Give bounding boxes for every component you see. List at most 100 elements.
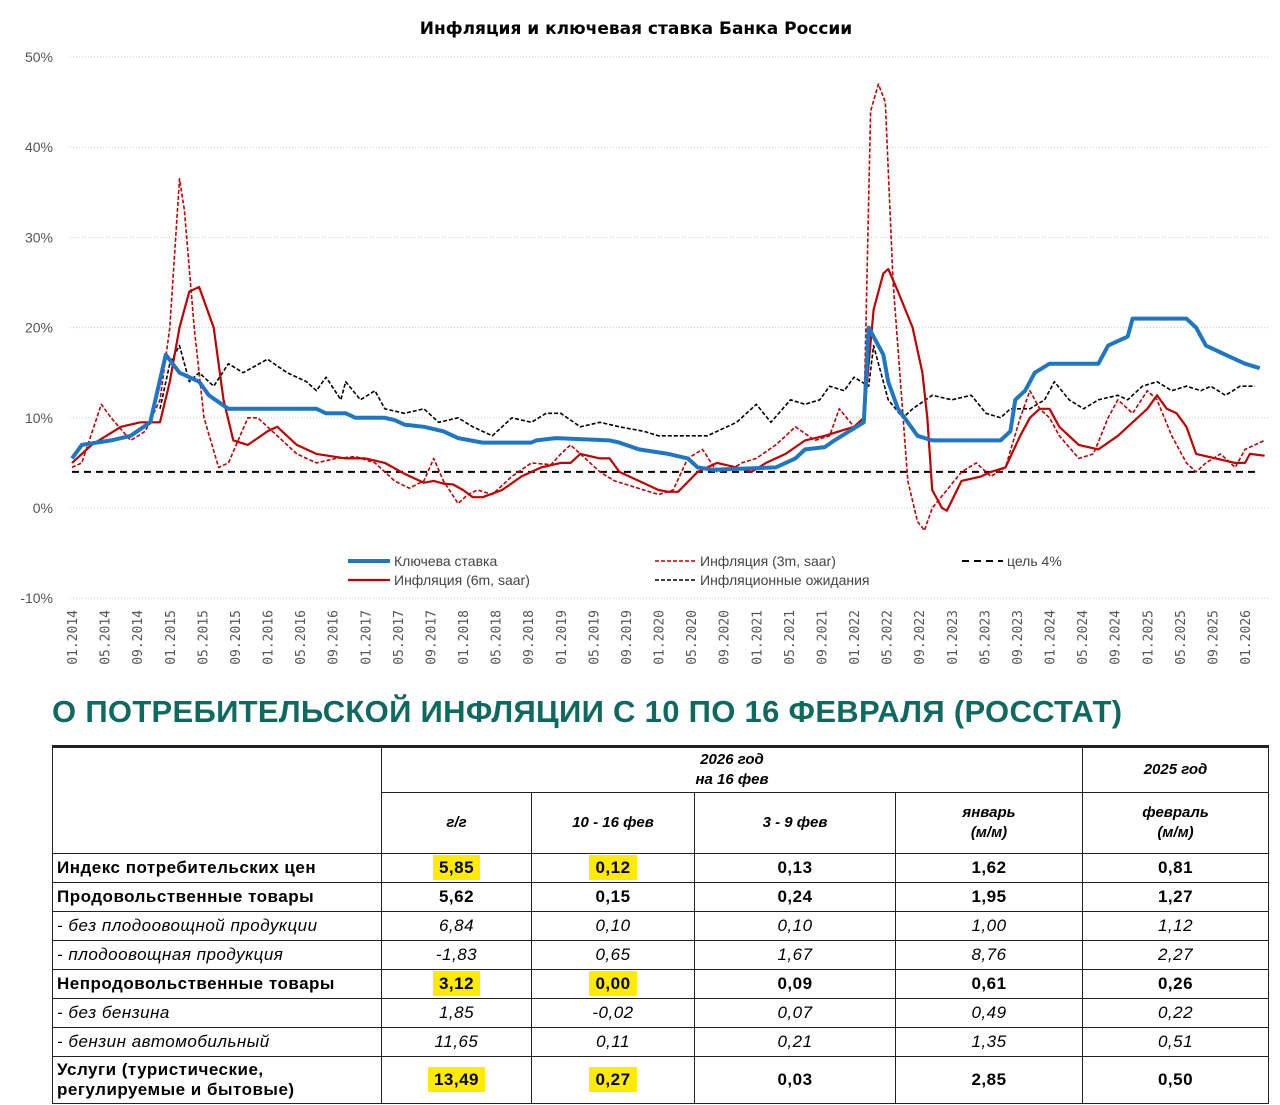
x-tick-label: 09.2015 xyxy=(229,610,244,665)
table-row: - бензин автомобильный 11,65 0,11 0,21 1,35 0… xyxy=(52,1027,1269,1057)
table-cell: 2,27 xyxy=(1082,940,1269,970)
x-tick-label: 09.2023 xyxy=(1011,610,1026,665)
table-row: Индекс потребительских цен 5,85 0,12 0,13 1,… xyxy=(52,853,1269,883)
x-tick-label: 09.2017 xyxy=(424,610,439,665)
table-cell: 1,27 xyxy=(1082,882,1269,912)
row-label: Индекс потребительских цен xyxy=(52,853,382,883)
table-cell: 2,85 xyxy=(895,1056,1083,1104)
legend-label: Инфляционные ожидания xyxy=(700,572,869,588)
group-header-2025: 2025 год xyxy=(1082,745,1269,793)
table-cell: 1,67 xyxy=(694,940,896,970)
table-cell: 0,51 xyxy=(1082,1027,1269,1057)
table-cell: 1,35 xyxy=(895,1027,1083,1057)
x-tick-label: 09.2018 xyxy=(522,610,537,665)
table-cell: 0,21 xyxy=(694,1027,896,1057)
group-header-2026: 2026 год на 16 фев xyxy=(381,745,1083,793)
x-tick-label: 05.2016 xyxy=(294,610,309,665)
table-cell: 0,22 xyxy=(1082,998,1269,1028)
table-cell: 11,65 xyxy=(381,1027,532,1057)
x-tick-label: 01.2019 xyxy=(555,610,570,665)
y-tick-label: -10% xyxy=(20,590,53,606)
x-tick-label: 09.2024 xyxy=(1109,610,1124,665)
x-tick-label: 05.2015 xyxy=(196,610,211,665)
series-line-2 xyxy=(71,83,1265,532)
series-line-1 xyxy=(71,267,1265,512)
table-cell: 1,00 xyxy=(895,911,1083,941)
legend-label: Ключева ставка xyxy=(394,553,497,569)
x-tick-label: 05.2024 xyxy=(1076,610,1091,665)
table-cell: 0,11 xyxy=(531,1027,695,1057)
x-tick-label: 01.2023 xyxy=(946,610,961,665)
x-tick-label: 09.2016 xyxy=(327,610,342,665)
table-row: - плодоовощная продукция -1,83 0,65 1,67 8,7… xyxy=(52,940,1269,970)
inflation-chart: Инфляция и ключевая ставка Банка России … xyxy=(20,19,1268,665)
table-cell: 1,62 xyxy=(895,853,1083,883)
series-line-3 xyxy=(159,344,1255,437)
x-tick-label: 01.2016 xyxy=(262,610,277,665)
table-cell: 0,26 xyxy=(1082,969,1269,999)
x-tick-label: 01.2022 xyxy=(848,610,863,665)
row-label: - бензин автомобильный xyxy=(52,1027,382,1057)
table-cell: 0,10 xyxy=(694,911,896,941)
x-tick-label: 05.2017 xyxy=(392,610,407,665)
table-cell: 6,84 xyxy=(381,911,532,941)
table-cell: 5,85 xyxy=(381,853,532,883)
y-tick-label: 20% xyxy=(25,320,53,336)
x-tick-label: 09.2020 xyxy=(718,610,733,665)
table-cell: 3,12 xyxy=(381,969,532,999)
y-tick-label: 40% xyxy=(25,139,53,155)
x-tick-label: 09.2021 xyxy=(815,610,830,665)
x-tick-label: 05.2014 xyxy=(99,610,114,665)
x-tick-label: 01.2018 xyxy=(457,610,472,665)
table-cell: 0,00 xyxy=(531,969,695,999)
table-cell: 0,03 xyxy=(694,1056,896,1104)
table-cell: 0,10 xyxy=(531,911,695,941)
y-tick-label: 0% xyxy=(33,500,53,516)
chart-title: Инфляция и ключевая ставка Банка России xyxy=(420,19,852,39)
table-cell: 5,62 xyxy=(381,882,532,912)
x-tick-label: 09.2025 xyxy=(1206,610,1221,665)
table-cell: 0,09 xyxy=(694,969,896,999)
x-tick-label: 05.2019 xyxy=(587,610,602,665)
series-line-0 xyxy=(70,316,1261,472)
inflation-table: 2026 год на 16 фев 2025 год г/г 10 - 16 ф… xyxy=(52,745,1269,1104)
table-cell: 1,95 xyxy=(895,882,1083,912)
col-header: февраль (м/м) xyxy=(1082,792,1269,854)
x-tick-label: 01.2024 xyxy=(1044,610,1059,665)
corner-cell xyxy=(52,745,382,854)
legend-label: Инфляция (3m, saar) xyxy=(700,553,836,569)
table-row: Продовольственные товары 5,62 0,15 0,24 1,95… xyxy=(52,882,1269,912)
table-cell: 0,07 xyxy=(694,998,896,1028)
x-tick-label: 05.2023 xyxy=(978,610,993,665)
table-row: - без бензина 1,85 -0,02 0,07 0,49 0,22 xyxy=(52,998,1269,1028)
legend: Ключева ставка Инфляция (6m, saar) Инфля… xyxy=(348,553,1062,588)
x-tick-label: 05.2022 xyxy=(881,610,896,665)
col-header: г/г xyxy=(381,792,532,854)
y-tick-label: 30% xyxy=(25,229,53,245)
x-tick-label: 01.2014 xyxy=(66,610,81,665)
col-header: январь (м/м) xyxy=(895,792,1083,854)
row-label: - без плодоовощной продукции xyxy=(52,911,382,941)
col-header: 3 - 9 фев xyxy=(694,792,896,854)
x-tick-label: 09.2022 xyxy=(913,610,928,665)
table-cell: 0,13 xyxy=(694,853,896,883)
report-title: О ПОТРЕБИТЕЛЬСКОЙ ИНФЛЯЦИИ С 10 ПО 16 ФЕ… xyxy=(52,694,1123,729)
x-tick-label: 05.2021 xyxy=(783,610,798,665)
table-cell: 13,49 xyxy=(381,1056,532,1104)
row-label: Продовольственные товары xyxy=(52,882,382,912)
col-header: 10 - 16 фев xyxy=(531,792,695,854)
table-cell: 0,49 xyxy=(895,998,1083,1028)
y-tick-label: 10% xyxy=(25,410,53,426)
x-tick-label: 05.2018 xyxy=(490,610,505,665)
table-cell: 0,15 xyxy=(531,882,695,912)
x-tick-label: 01.2025 xyxy=(1141,610,1156,665)
table-cell: 0,24 xyxy=(694,882,896,912)
table-cell: 0,50 xyxy=(1082,1056,1269,1104)
x-tick-label: 05.2025 xyxy=(1174,610,1189,665)
table-cell: 0,12 xyxy=(531,853,695,883)
x-tick-label: 01.2026 xyxy=(1239,610,1254,665)
y-tick-label: 50% xyxy=(25,49,53,65)
table-row: - без плодоовощной продукции 6,84 0,10 0,10… xyxy=(52,911,1269,941)
x-tick-label: 01.2020 xyxy=(653,610,668,665)
legend-label: Инфляция (6m, saar) xyxy=(394,572,530,588)
